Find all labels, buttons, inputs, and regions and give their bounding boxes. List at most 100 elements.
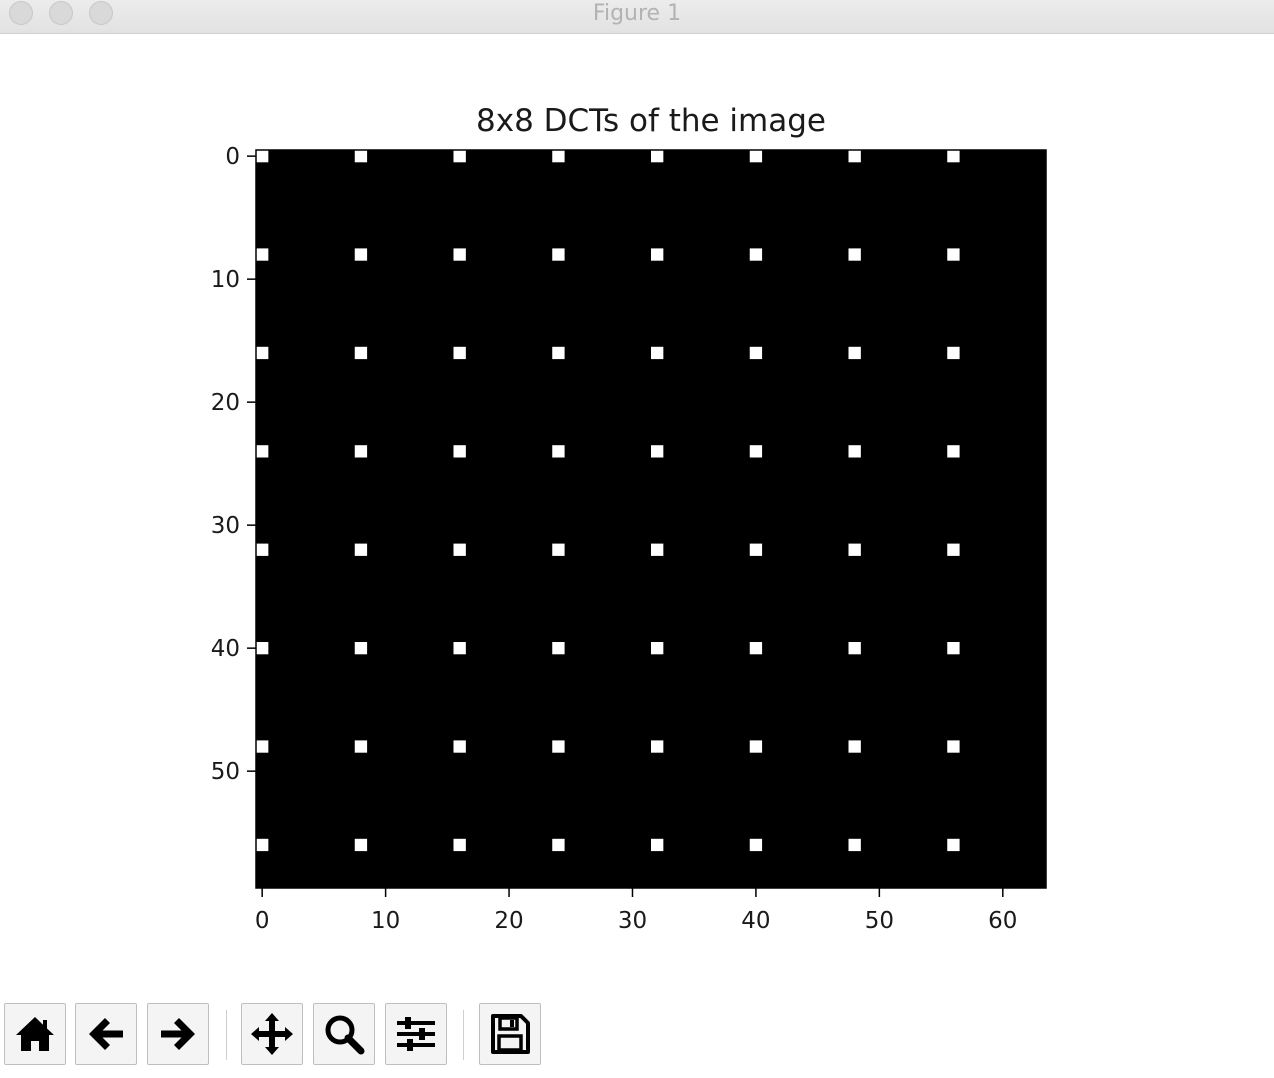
chart-title: 8x8 DCTs of the image <box>476 103 826 139</box>
y-tick-label: 10 <box>211 267 240 293</box>
bright-pixel <box>848 740 861 753</box>
bright-pixel <box>354 543 368 556</box>
bright-pixel <box>552 445 565 458</box>
minimize-window-button[interactable] <box>49 1 73 25</box>
y-tick-label: 20 <box>211 390 240 416</box>
x-tick-label: 40 <box>741 908 770 934</box>
bright-pixel <box>749 642 763 655</box>
bright-pixel <box>749 445 763 458</box>
y-tick-label: 40 <box>211 636 240 662</box>
bright-pixel <box>453 740 466 753</box>
bright-pixel <box>453 642 466 655</box>
bright-pixel <box>354 740 368 753</box>
window-titlebar: Figure 1 <box>0 0 1274 34</box>
bright-pixel <box>749 346 763 360</box>
bright-pixel <box>552 543 565 556</box>
bright-pixel <box>947 838 960 852</box>
bright-pixel <box>848 248 861 261</box>
bright-pixel <box>453 543 466 556</box>
bright-pixel <box>256 543 269 556</box>
y-tick-label: 0 <box>225 144 240 170</box>
bright-pixel <box>749 248 763 261</box>
pan-button[interactable] <box>241 1003 303 1065</box>
bright-pixel <box>848 445 861 458</box>
bright-pixel <box>552 838 565 852</box>
bright-pixel <box>651 346 664 360</box>
bright-pixel <box>749 838 763 852</box>
bright-pixel <box>848 838 861 852</box>
bright-pixel <box>256 445 269 458</box>
bright-pixel <box>651 150 664 163</box>
bright-pixel <box>453 150 466 163</box>
bright-pixel <box>848 150 861 163</box>
bright-pixel <box>947 445 960 458</box>
figure-canvas[interactable]: 8x8 DCTs of the image 0 10 20 30 40 50 60 0 10 20… <box>0 34 1274 994</box>
maximize-window-button[interactable] <box>89 1 113 25</box>
y-tick-label: 50 <box>211 759 240 785</box>
bright-pixel <box>651 838 664 852</box>
bright-pixel <box>552 346 565 360</box>
bright-pixel <box>354 838 368 852</box>
bright-pixel <box>848 346 861 360</box>
bright-pixel <box>651 740 664 753</box>
bright-pixel <box>947 248 960 261</box>
bright-pixel <box>651 642 664 655</box>
bright-pixel <box>552 642 565 655</box>
home-button[interactable] <box>4 1003 66 1065</box>
bright-pixel <box>947 642 960 655</box>
bright-pixel <box>947 346 960 360</box>
bright-pixel <box>256 838 269 852</box>
bright-pixel <box>453 346 466 360</box>
bright-pixel <box>256 642 269 655</box>
bright-pixel <box>256 740 269 753</box>
bright-pixel <box>552 248 565 261</box>
bright-pixel <box>453 445 466 458</box>
subplots-config-button[interactable] <box>385 1003 447 1065</box>
bright-pixel <box>354 248 368 261</box>
y-tick-label: 30 <box>211 513 240 539</box>
forward-arrow-icon <box>161 1018 195 1050</box>
zoom-button[interactable] <box>313 1003 375 1065</box>
save-button[interactable] <box>479 1003 541 1065</box>
zoom-icon <box>325 1015 365 1055</box>
dct-image-plot: 8x8 DCTs of the image 0 10 20 30 40 50 60 0 10 20… <box>211 103 1047 934</box>
bright-pixel <box>354 445 368 458</box>
image-area <box>256 150 1046 888</box>
bright-pixel <box>651 248 664 261</box>
bright-pixel <box>453 248 466 261</box>
bright-pixel <box>947 150 960 163</box>
bright-pixel <box>453 838 466 852</box>
bright-pixel <box>354 642 368 655</box>
home-icon <box>16 1017 54 1051</box>
x-tick-label: 0 <box>255 908 270 934</box>
bright-pixel <box>749 740 763 753</box>
bright-pixel <box>749 150 763 163</box>
bright-pixel <box>947 543 960 556</box>
window-title: Figure 1 <box>592 1 682 26</box>
bright-pixel <box>354 150 368 163</box>
close-window-button[interactable] <box>9 1 33 25</box>
bright-pixel <box>651 543 664 556</box>
bright-pixel <box>947 740 960 753</box>
x-tick-label: 10 <box>371 908 400 934</box>
x-tick-label: 50 <box>865 908 894 934</box>
bright-pixel <box>552 740 565 753</box>
bright-pixel <box>354 346 368 360</box>
bright-pixel <box>256 150 269 163</box>
subplots-config-icon <box>397 1017 435 1051</box>
bright-pixel <box>256 346 269 360</box>
bright-pixel <box>256 248 269 261</box>
bright-pixel <box>749 543 763 556</box>
x-tick-label: 30 <box>618 908 647 934</box>
back-button[interactable] <box>75 1003 137 1065</box>
bright-pixel <box>848 543 861 556</box>
navigation-toolbar <box>0 1000 1274 1070</box>
bright-pixel <box>848 642 861 655</box>
pan-icon <box>251 1013 293 1055</box>
forward-button[interactable] <box>147 1003 209 1065</box>
bright-pixel <box>552 150 565 163</box>
axes-frame <box>255 149 1047 889</box>
x-tick-label: 20 <box>494 908 523 934</box>
back-arrow-icon <box>89 1018 123 1050</box>
x-tick-label: 60 <box>988 908 1017 934</box>
